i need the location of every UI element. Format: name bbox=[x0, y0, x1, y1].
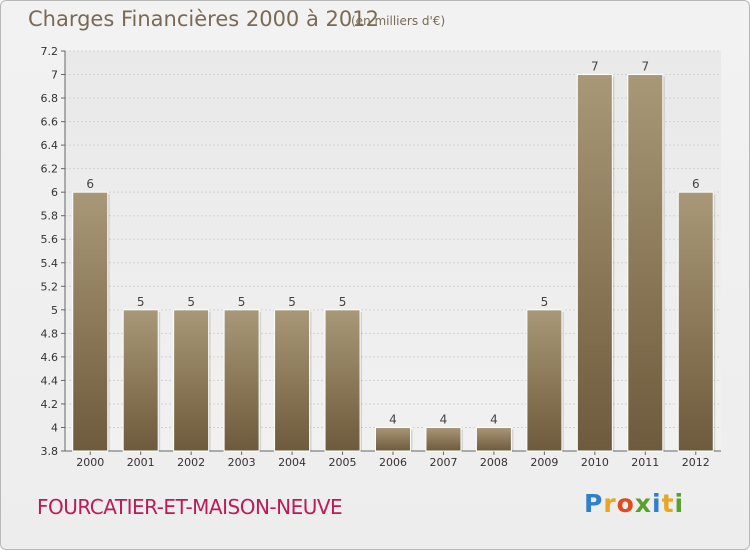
y-tick-label: 5.8 bbox=[41, 210, 59, 223]
logo-letter: P bbox=[584, 489, 604, 518]
value-label: 7 bbox=[591, 60, 599, 74]
x-tick-label: 2008 bbox=[480, 456, 508, 469]
value-label: 6 bbox=[692, 177, 700, 191]
y-tick-label: 6.2 bbox=[41, 163, 59, 176]
bar bbox=[223, 309, 260, 452]
grid-lines bbox=[65, 50, 721, 452]
x-tick-label: 2010 bbox=[581, 456, 609, 469]
value-label: 4 bbox=[440, 412, 448, 426]
x-tick-label: 2005 bbox=[329, 456, 357, 469]
bars bbox=[72, 74, 716, 452]
bar bbox=[526, 309, 563, 452]
logo-letter: i bbox=[674, 489, 685, 518]
x-tick-label: 2007 bbox=[429, 456, 457, 469]
y-tick-label: 6.8 bbox=[41, 92, 59, 105]
y-tick-label: 7.2 bbox=[41, 45, 59, 58]
x-tick-label: 2004 bbox=[278, 456, 306, 469]
x-tick-label: 2006 bbox=[379, 456, 407, 469]
logo-letter: r bbox=[603, 489, 617, 518]
y-tick-label: 5.2 bbox=[41, 280, 59, 293]
y-tick-label: 5.6 bbox=[41, 233, 59, 246]
x-tick-label: 2003 bbox=[228, 456, 256, 469]
y-tick-label: 6.4 bbox=[41, 139, 59, 152]
bar bbox=[576, 74, 613, 452]
value-label: 7 bbox=[641, 60, 649, 74]
y-tick-label: 6 bbox=[51, 186, 58, 199]
value-label: 6 bbox=[86, 177, 94, 191]
bar bbox=[475, 426, 512, 452]
bar bbox=[627, 74, 664, 452]
value-label: 5 bbox=[137, 295, 145, 309]
logo-letter: x bbox=[634, 489, 652, 518]
y-tick-label: 4.4 bbox=[41, 374, 59, 387]
logo-letter: o bbox=[616, 489, 635, 518]
value-label: 4 bbox=[490, 412, 498, 426]
bar bbox=[72, 191, 109, 452]
x-tick-label: 2011 bbox=[631, 456, 659, 469]
commune-name: FOURCATIER-ET-MAISON-NEUVE bbox=[37, 495, 343, 519]
bar bbox=[274, 309, 311, 452]
y-tick-label: 7 bbox=[51, 69, 58, 82]
y-tick-label: 5 bbox=[51, 304, 58, 317]
bar bbox=[677, 191, 714, 452]
x-tick-label: 2002 bbox=[177, 456, 205, 469]
value-label: 5 bbox=[288, 295, 296, 309]
value-label: 5 bbox=[238, 295, 246, 309]
y-tick-label: 4.6 bbox=[41, 351, 59, 364]
bar bbox=[375, 426, 411, 452]
y-tick-label: 4 bbox=[51, 421, 58, 434]
y-tick-label: 4.8 bbox=[41, 327, 59, 340]
plot-area bbox=[65, 51, 721, 451]
y-tick-label: 3.8 bbox=[41, 445, 59, 458]
bar bbox=[425, 426, 462, 452]
logo-letter: t bbox=[661, 489, 675, 518]
y-tick-label: 5.4 bbox=[41, 257, 59, 270]
x-tick-label: 2012 bbox=[682, 456, 710, 469]
y-tick-label: 6.6 bbox=[41, 116, 59, 129]
labels: 3.8 4 4.2 4.4 4.6 4.8 5 5.2 5.4 5.6 5.8 6 6.2 6.4 6.6 6… bbox=[41, 45, 710, 469]
value-label: 5 bbox=[541, 295, 549, 309]
bar bbox=[173, 309, 210, 452]
x-tick-label: 2000 bbox=[76, 456, 104, 469]
bar bbox=[324, 309, 361, 452]
chart-subtitle: (en milliers d'€) bbox=[351, 14, 446, 28]
value-label: 5 bbox=[339, 295, 347, 309]
chart-title: Charges Financières 2000 à 2012 bbox=[28, 7, 379, 31]
logo-letter: i bbox=[652, 489, 662, 518]
value-label: 4 bbox=[389, 412, 397, 426]
x-tick-label: 2001 bbox=[127, 456, 155, 469]
value-label: 5 bbox=[187, 295, 195, 309]
proxiti-logo: Proxiti bbox=[584, 489, 684, 518]
x-tick-label: 2009 bbox=[530, 456, 558, 469]
y-tick-label: 4.2 bbox=[41, 398, 59, 411]
bar bbox=[122, 309, 159, 452]
